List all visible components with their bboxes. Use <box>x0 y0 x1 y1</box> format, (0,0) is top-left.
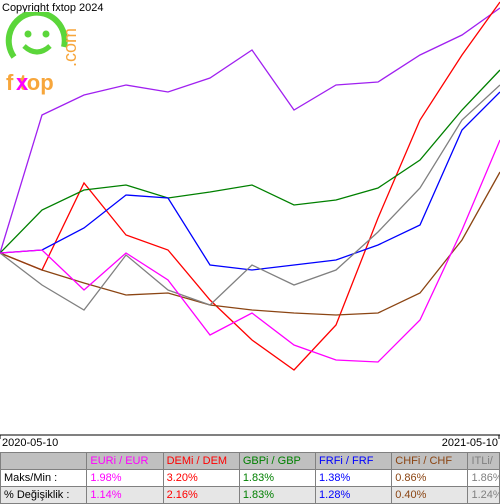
row-label-change: % Değişiklik : <box>1 487 87 504</box>
col-header-3: FRFi / FRF <box>316 453 392 470</box>
x-axis-start-label: 2020-05-10 <box>2 437 58 449</box>
change-3: 1.28% <box>316 487 392 504</box>
series-itl <box>0 85 500 310</box>
copyright-text: Copyright fxtop 2024 <box>2 2 104 14</box>
series-dem <box>0 2 500 370</box>
series-eur <box>0 8 500 253</box>
stats-table-region: EURi / EURDEMi / DEMGBPi / GBPFRFi / FRF… <box>0 452 500 504</box>
change-0: 1.14% <box>87 487 163 504</box>
table-corner <box>1 453 87 470</box>
col-header-2: GBPi / GBP <box>239 453 315 470</box>
maxmin-3: 1.38% <box>316 470 392 487</box>
maxmin-4: 0.86% <box>392 470 468 487</box>
change-1: 2.16% <box>163 487 239 504</box>
stats-table: EURi / EURDEMi / DEMGBPi / GBPFRFi / FRF… <box>0 452 500 504</box>
col-header-0: EURi / EUR <box>87 453 163 470</box>
change-4: 0.40% <box>392 487 468 504</box>
series-chf <box>0 172 500 315</box>
maxmin-5: 1.86% <box>468 470 500 487</box>
series-gbp <box>0 70 500 253</box>
row-label-maxmin: Maks/Min : <box>1 470 87 487</box>
col-header-1: DEMi / DEM <box>163 453 239 470</box>
col-header-4: CHFi / CHF <box>392 453 468 470</box>
change-5: 1.24% <box>468 487 500 504</box>
maxmin-2: 1.83% <box>239 470 315 487</box>
chart-region: Copyright fxtop 2024 f topx.com 2020-05-… <box>0 0 500 450</box>
line-chart <box>0 0 500 450</box>
x-axis-end-label: 2021-05-10 <box>442 437 498 449</box>
maxmin-0: 1.98% <box>87 470 163 487</box>
series-ff <box>0 140 500 362</box>
maxmin-1: 3.20% <box>163 470 239 487</box>
change-2: 1.83% <box>239 487 315 504</box>
col-header-5: ITLi/ <box>468 453 500 470</box>
